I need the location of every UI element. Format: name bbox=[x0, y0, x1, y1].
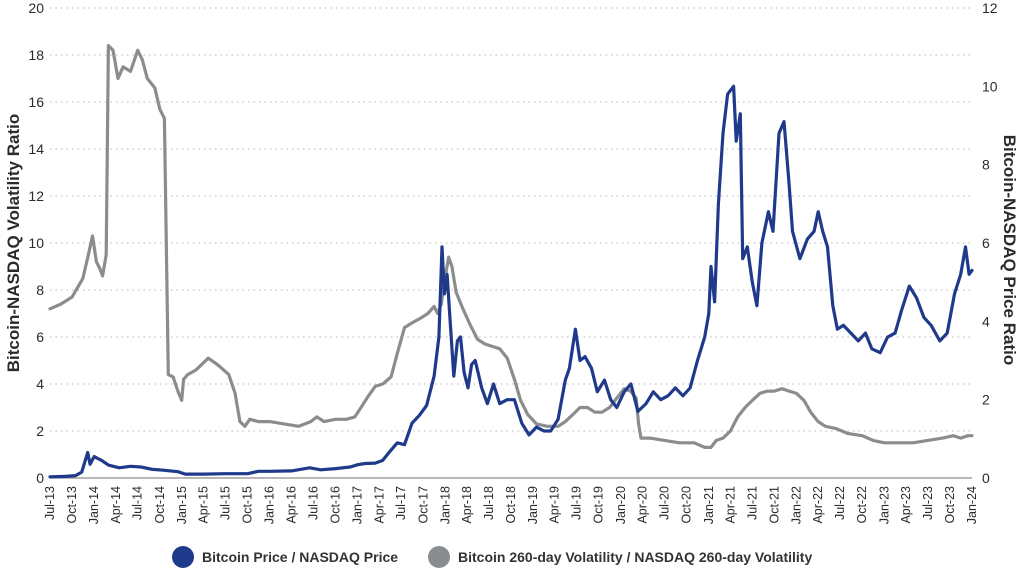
y-left-tick-label: 0 bbox=[36, 470, 44, 486]
x-tick-label: Jul-16 bbox=[306, 486, 320, 520]
y-right-tick-label: 12 bbox=[982, 0, 998, 16]
y-left-tick-label: 18 bbox=[28, 47, 44, 63]
x-tick-label: Jan-23 bbox=[877, 486, 891, 524]
x-tick-label: Oct-16 bbox=[329, 486, 343, 524]
x-tick-label: Apr-18 bbox=[460, 486, 474, 524]
x-tick-labels: Jul-13 Oct-13 Jan-14 Apr-14 Jul-14 Oct-14 Jan-… bbox=[43, 486, 979, 524]
x-tick-label: Oct-15 bbox=[241, 486, 255, 524]
x-tick-label: Oct-21 bbox=[767, 486, 781, 524]
x-tick-label: Jan-14 bbox=[87, 486, 101, 524]
x-tick-label: Jul-18 bbox=[482, 486, 496, 520]
chart: 0 2 4 6 8 10 12 14 16 18 20 0 2 4 6 8 10 12 Jul-13 Oct-13… bbox=[4, 0, 1019, 524]
legend-swatch-price-ratio bbox=[172, 546, 194, 568]
series-line-price-ratio bbox=[48, 84, 974, 479]
x-tick-label: Apr-19 bbox=[548, 486, 562, 524]
x-tick-label: Jul-23 bbox=[921, 486, 935, 520]
y-left-tick-label: 14 bbox=[28, 141, 44, 157]
x-tick-label: Oct-18 bbox=[504, 486, 518, 524]
x-tick-label: Apr-14 bbox=[109, 486, 123, 524]
x-tick-label: Apr-21 bbox=[723, 486, 737, 524]
y-right-tick-label: 4 bbox=[982, 313, 990, 329]
x-tick-label: Apr-20 bbox=[636, 486, 650, 524]
y-left-axis-title: Bitcoin-NASDAQ Volatility Ratio bbox=[4, 114, 23, 372]
legend-label-volatility-ratio: Bitcoin 260-day Volatility / NASDAQ 260-… bbox=[458, 549, 813, 565]
y-left-tick-label: 12 bbox=[28, 188, 44, 204]
x-tick-label: Jul-20 bbox=[658, 486, 672, 520]
x-tick-label: Oct-13 bbox=[65, 486, 79, 524]
legend-label-price-ratio: Bitcoin Price / NASDAQ Price bbox=[202, 549, 399, 565]
x-tick-label: Jan-16 bbox=[263, 486, 277, 524]
y-right-tick-label: 6 bbox=[982, 235, 990, 251]
x-tick-label: Oct-23 bbox=[943, 486, 957, 524]
x-tick-label: Jul-19 bbox=[570, 486, 584, 520]
x-tick-label: Jul-22 bbox=[833, 486, 847, 520]
x-tick-label: Jan-24 bbox=[965, 486, 979, 524]
x-tick-label: Oct-14 bbox=[153, 486, 167, 524]
y-right-tick-label: 0 bbox=[982, 470, 990, 486]
x-tick-label: Jul-21 bbox=[745, 486, 759, 520]
x-tick-label: Jan-17 bbox=[351, 486, 365, 524]
y-left-tick-label: 8 bbox=[36, 282, 44, 298]
x-tick-label: Jul-14 bbox=[131, 486, 145, 520]
x-tick-label: Oct-22 bbox=[855, 486, 869, 524]
x-tick-label: Jan-15 bbox=[175, 486, 189, 524]
series-lines bbox=[48, 44, 974, 479]
y-left-tick-labels: 0 2 4 6 8 10 12 14 16 18 20 bbox=[28, 0, 44, 486]
legend-swatch-volatility-ratio bbox=[428, 546, 450, 568]
y-left-tick-label: 20 bbox=[28, 0, 44, 16]
legend-item-price-ratio: Bitcoin Price / NASDAQ Price bbox=[172, 545, 398, 569]
x-tick-label: Apr-16 bbox=[285, 486, 299, 524]
x-tick-label: Jan-18 bbox=[438, 486, 452, 524]
x-tick-label: Jan-21 bbox=[702, 486, 716, 524]
x-tick-label: Oct-20 bbox=[680, 486, 694, 524]
y-right-tick-label: 10 bbox=[982, 78, 998, 94]
y-left-tick-label: 2 bbox=[36, 423, 44, 439]
x-tick-label: Oct-19 bbox=[592, 486, 606, 524]
series-line-volatility-ratio bbox=[48, 44, 974, 449]
legend-item-volatility-ratio: Bitcoin 260-day Volatility / NASDAQ 260-… bbox=[428, 545, 812, 569]
x-tick-label: Apr-22 bbox=[811, 486, 825, 524]
y-right-tick-label: 8 bbox=[982, 157, 990, 173]
x-tick-label: Jan-19 bbox=[526, 486, 540, 524]
x-tick-label: Apr-15 bbox=[197, 486, 211, 524]
y-left-tick-label: 16 bbox=[28, 94, 44, 110]
y-left-tick-label: 4 bbox=[36, 376, 44, 392]
legend: Bitcoin Price / NASDAQ Price Bitcoin 260… bbox=[0, 545, 1024, 569]
y-right-tick-labels: 0 2 4 6 8 10 12 bbox=[982, 0, 998, 486]
x-tick-label: Oct-17 bbox=[416, 486, 430, 524]
y-left-tick-label: 10 bbox=[28, 235, 44, 251]
x-tick-label: Apr-23 bbox=[899, 486, 913, 524]
y-right-tick-label: 2 bbox=[982, 392, 990, 408]
x-tick-label: Jan-20 bbox=[614, 486, 628, 524]
y-right-axis-title: Bitcoin-NASDAQ Price Ratio bbox=[1000, 135, 1019, 365]
y-left-tick-label: 6 bbox=[36, 329, 44, 345]
x-tick-label: Jul-15 bbox=[218, 486, 232, 520]
x-tick-label: Jul-13 bbox=[43, 486, 57, 520]
x-tick-label: Jan-22 bbox=[790, 486, 804, 524]
x-tick-label: Apr-17 bbox=[372, 486, 386, 524]
x-tick-label: Jul-17 bbox=[394, 486, 408, 520]
